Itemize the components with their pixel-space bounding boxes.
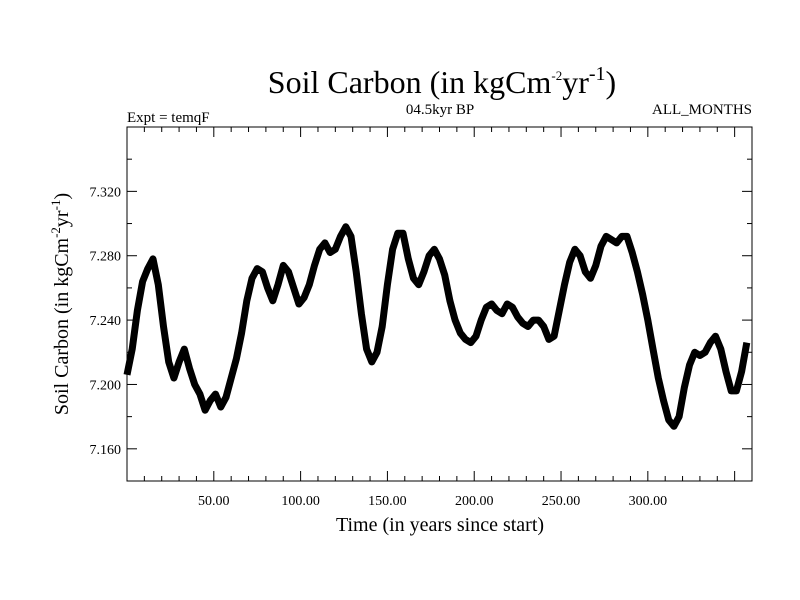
plot-frame [126, 126, 753, 482]
x-axis-label: Time (in years since start) [336, 514, 544, 536]
months-label: ALL_MONTHS [652, 102, 752, 118]
y-axis-label: Soil Carbon (in kgCm-2yr-1) [48, 193, 73, 415]
x-tick-label: 50.00 [198, 494, 230, 509]
experiment-label: Expt = temqF [127, 110, 210, 126]
y-tick-label: 7.280 [90, 250, 122, 265]
x-tick-label: 100.00 [281, 494, 320, 509]
chart-title: Soil Carbon (in kgCm-2yr-1) [268, 63, 616, 100]
ticks-layer: 50.00 100.00 150.00 200.00 250.00 300.00 7.160… [90, 126, 752, 509]
x-tick-label: 200.00 [455, 494, 494, 509]
x-tick-label: 250.00 [542, 494, 581, 509]
y-tick-label: 7.320 [90, 185, 122, 200]
y-tick-label: 7.160 [90, 443, 122, 458]
x-tick-label: 150.00 [368, 494, 407, 509]
soil-carbon-series-line [123, 223, 751, 430]
series-layer [123, 223, 751, 430]
period-label: 04.5kyr BP [406, 102, 474, 118]
y-tick-label: 7.200 [90, 378, 122, 393]
x-tick-label: 300.00 [629, 494, 668, 509]
y-tick-label: 7.240 [90, 314, 122, 329]
